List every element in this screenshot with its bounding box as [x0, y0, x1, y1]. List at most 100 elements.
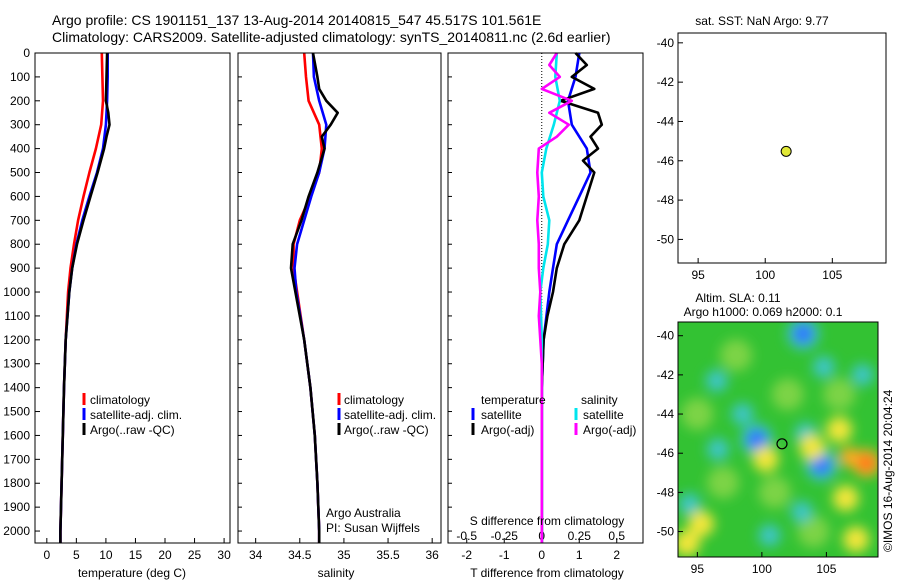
y-tick-label: 1900	[3, 500, 30, 514]
x-tick-label: 2	[613, 548, 620, 562]
x-tick-label: 105	[822, 268, 842, 282]
difference-legend-sal-argo: Argo(-adj)	[583, 423, 636, 437]
temperature-xlabel: temperature (deg C)	[78, 566, 186, 580]
sla-anomaly-yellow	[752, 446, 779, 473]
sla-anomaly-red	[859, 456, 874, 470]
temperature-legend: climatology satellite-adj. clim. Argo(..…	[82, 393, 182, 437]
y-tick-label: -40	[657, 36, 675, 50]
sla-anomaly-cyan	[790, 500, 813, 523]
figure-title-line2: Climatology: CARS2009. Satellite-adjuste…	[52, 29, 610, 45]
y-tick-label: 1800	[3, 476, 30, 490]
y-tick-label: 400	[10, 142, 30, 156]
sla-texture	[681, 398, 714, 431]
series-line-argo-raw-qc-	[289, 52, 340, 543]
y-tick-label: -50	[657, 232, 675, 246]
y-tick-label: -42	[657, 368, 675, 382]
temperature-legend-satellite: satellite-adj. clim.	[90, 408, 182, 422]
y-tick-label: 600	[10, 189, 30, 203]
sla-side-label: ©IMOS 16-Aug-2014 20:04:24	[881, 389, 895, 552]
y-tick-label: 900	[10, 261, 30, 275]
x-tick-label: 35	[337, 548, 351, 562]
sla-anomaly-cyan	[851, 363, 874, 386]
x-tick-label: 34	[249, 548, 263, 562]
difference-legend-sal-satellite: satellite	[583, 408, 624, 422]
x-tick-label-top: 0.25	[568, 529, 592, 543]
x-tick-label: 95	[691, 562, 705, 576]
x-tick-label: 105	[816, 562, 836, 576]
y-tick-label: 100	[10, 70, 30, 84]
y-tick-label: -48	[657, 193, 675, 207]
y-tick-label: -44	[657, 407, 675, 421]
sla-field	[678, 322, 878, 557]
sla-anomaly-cyan	[812, 356, 835, 379]
sla-texture	[797, 515, 830, 548]
credit-line2: PI: Susan Wijffels	[326, 521, 420, 535]
sla-texture	[758, 476, 791, 509]
x-tick-label-top: -0.5	[456, 529, 477, 543]
difference-legend-temperature-title: temperature	[481, 393, 546, 407]
sla-texture	[707, 466, 740, 499]
sla-map-subtitle: Argo h1000: 0.069 h2000: 0.1	[684, 305, 843, 319]
x-tick-label: 95	[691, 268, 705, 282]
sla-map-title: Altim. SLA: 0.11	[695, 291, 780, 305]
x-tick-label-top: 0.5	[608, 529, 625, 543]
y-tick-label: -40	[657, 329, 675, 343]
x-tick-label: 5	[73, 548, 80, 562]
sla-texture	[823, 378, 856, 411]
temperature-legend-climatology: climatology	[90, 393, 150, 407]
argo-position-marker	[776, 438, 788, 450]
temperature-axes-frame	[34, 52, 231, 544]
salinity-xlabel: salinity	[318, 566, 355, 580]
sla-anomaly-yellow	[832, 485, 859, 512]
y-tick-label: 700	[10, 213, 30, 227]
salinity-panel: 34 34.5 35 35.5 36 salinity climatology sate…	[237, 52, 442, 580]
x-tick-label: 25	[188, 548, 202, 562]
x-tick-label: 20	[158, 548, 172, 562]
y-tick-label: 1600	[3, 428, 30, 442]
temperature-legend-argo: Argo(..raw -QC)	[90, 423, 175, 437]
temperature-panel: 0100200300400500600700800900100011001200…	[3, 46, 231, 580]
y-tick-label: 800	[10, 237, 30, 251]
x-tick-label: 35.5	[376, 548, 400, 562]
x-tick-label: 1	[576, 548, 583, 562]
salinity-legend-argo: Argo(..raw -QC)	[344, 423, 429, 437]
difference-legend: temperature satellite Argo(-adj) salinit…	[471, 393, 636, 437]
x-tick-label: 100	[752, 562, 772, 576]
x-tick-label: 10	[99, 548, 113, 562]
salinity-axes-frame	[237, 52, 442, 544]
difference-axes-frame	[447, 52, 644, 544]
sla-anomaly-yellow	[678, 530, 701, 557]
difference-legend-temp-argo: Argo(-adj)	[481, 423, 534, 437]
salinity-legend-satellite: satellite-adj. clim.	[344, 408, 436, 422]
sla-map-panel: Altim. SLA: 0.11 Argo h1000: 0.069 h2000…	[657, 291, 895, 576]
x-tick-label: 36	[425, 548, 439, 562]
y-tick-label: 1100	[4, 309, 30, 323]
y-tick-label: -48	[657, 485, 675, 499]
sla-texture	[720, 339, 753, 372]
x-tick-label: 15	[129, 548, 143, 562]
sla-anomaly-yellow	[826, 416, 853, 443]
x-tick-label: 0	[538, 548, 545, 562]
y-tick-label: -50	[657, 525, 675, 539]
y-tick-label: -42	[657, 75, 675, 89]
x-tick-label: 30	[217, 548, 231, 562]
difference-xlabel-top: S difference from climatology	[470, 514, 625, 528]
y-tick-label: 200	[10, 94, 30, 108]
sla-anomaly-cyan	[678, 493, 701, 516]
sla-anomaly-cyan	[731, 403, 754, 426]
difference-legend-salinity-title: salinity	[581, 393, 618, 407]
y-tick-label: -46	[657, 154, 675, 168]
x-tick-label: 100	[755, 268, 775, 282]
salinity-legend: climatology satellite-adj. clim. Argo(..…	[337, 393, 436, 437]
sla-anomaly-yellow	[688, 510, 715, 537]
argo-position-marker	[780, 145, 792, 157]
x-tick-label: -2	[461, 548, 472, 562]
x-tick-label-top: -0.25	[491, 529, 519, 543]
series-line-climatology	[59, 52, 105, 543]
sla-map-frame	[677, 321, 879, 558]
y-tick-label: 1300	[3, 357, 30, 371]
salinity-legend-climatology: climatology	[344, 393, 404, 407]
credit-line1: Argo Australia	[326, 506, 401, 520]
series-line-satellite	[538, 52, 562, 543]
